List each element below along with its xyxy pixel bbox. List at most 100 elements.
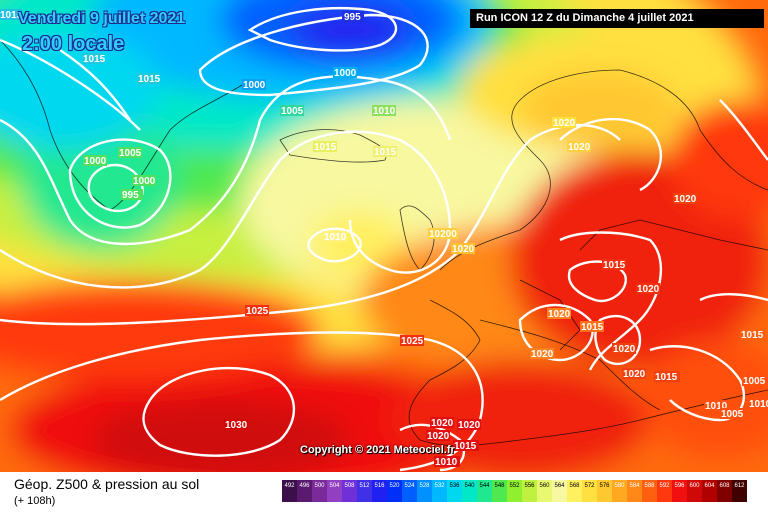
isobar-label: 1010	[373, 106, 396, 117]
legend-panel: Géop. Z500 & pression au sol (+ 108h) 49…	[0, 472, 768, 512]
scale-label: 552	[509, 483, 520, 489]
scale-label: 568	[569, 483, 580, 489]
isobar-label: 1010	[435, 457, 458, 468]
isobar-label: 10200	[429, 229, 457, 240]
isobar-label: 995	[344, 12, 361, 23]
scale-label: 596	[674, 483, 685, 489]
isobar-label: 1000	[84, 156, 107, 167]
weather-map: 995 1015 1015 1015 1000 1000 1005 1010 1…	[0, 0, 768, 472]
isobar-label: 1005	[119, 148, 142, 159]
scale-swatch: 612	[732, 480, 747, 502]
isobar-label: 1005	[743, 376, 766, 387]
scale-label: 572	[584, 483, 595, 489]
scale-label: 612	[734, 483, 745, 489]
isobar-label: 1015	[374, 147, 397, 158]
isobar-label: 1020	[674, 194, 697, 205]
isobar-label: 1005	[721, 409, 744, 420]
isobar-label: 1015	[314, 142, 337, 153]
isobar-label: 1010	[324, 232, 347, 243]
scale-label: 600	[689, 483, 700, 489]
scale-label: 588	[644, 483, 655, 489]
isobar-label: 1025	[401, 336, 424, 347]
scale-label: 556	[524, 483, 535, 489]
isobar-label: 1025	[246, 306, 269, 317]
scale-swatch: 500	[312, 480, 327, 502]
isobar-label: 1020	[613, 344, 636, 355]
isobar-label: 1020	[458, 420, 481, 431]
isobar-label: 1020	[637, 284, 660, 295]
scale-label: 560	[539, 483, 550, 489]
legend-subtitle: (+ 108h)	[14, 495, 56, 507]
scale-label: 520	[389, 483, 400, 489]
scale-swatch: 592	[657, 480, 672, 502]
scale-label: 608	[719, 483, 730, 489]
scale-swatch: 504	[327, 480, 342, 502]
scale-label: 576	[599, 483, 610, 489]
scale-swatch: 600	[687, 480, 702, 502]
scale-label: 592	[659, 483, 670, 489]
scale-swatch: 496	[297, 480, 312, 502]
scale-swatch: 508	[342, 480, 357, 502]
scale-swatch: 532	[432, 480, 447, 502]
model-run-label: Run ICON 12 Z du Dimanche 4 juillet 2021	[470, 9, 764, 28]
isobar-label: 1000	[243, 80, 266, 91]
scale-swatch: 572	[582, 480, 597, 502]
scale-label: 496	[299, 483, 310, 489]
isobar-label: 1015	[0, 10, 23, 21]
isobar-label: 1015	[655, 372, 678, 383]
isobar-label: 1015	[741, 330, 764, 341]
isobar-label: 995	[122, 190, 139, 201]
scale-swatch: 512	[357, 480, 372, 502]
scale-swatch: 576	[597, 480, 612, 502]
scale-label: 516	[374, 483, 385, 489]
scale-swatch: 516	[372, 480, 387, 502]
isobar-label: 1015	[581, 322, 604, 333]
isobar-labels: 995 1015 1015 1015 1000 1000 1005 1010 1…	[0, 9, 768, 468]
isobar-label: 1020	[452, 244, 475, 255]
scale-label: 532	[434, 483, 445, 489]
coastlines	[0, 39, 768, 447]
scale-swatch: 552	[507, 480, 522, 502]
scale-label: 492	[284, 483, 295, 489]
scale-swatch: 608	[717, 480, 732, 502]
isobar-label: 1005	[281, 106, 304, 117]
isobar-label: 1020	[427, 431, 450, 442]
scale-swatch: 524	[402, 480, 417, 502]
isobar-label: 1020	[531, 349, 554, 360]
scale-label: 564	[554, 483, 565, 489]
scale-swatch: 520	[387, 480, 402, 502]
isobar-label: 1010	[705, 401, 728, 412]
scale-swatch: 548	[492, 480, 507, 502]
legend-title: Géop. Z500 & pression au sol	[14, 476, 200, 492]
isobar-label: 1020	[623, 369, 646, 380]
scale-swatch: 596	[672, 480, 687, 502]
isobar-label: 1020	[548, 309, 571, 320]
color-scale: 492 496 500 504 508 512 516 520 524 528 532 536 540 5…	[282, 480, 747, 502]
geopotential-field	[0, 0, 768, 472]
scale-swatch: 560	[537, 480, 552, 502]
isobar-label: 1030	[225, 420, 248, 431]
isobar-label: 1015	[83, 54, 106, 65]
scale-swatch: 584	[627, 480, 642, 502]
scale-label: 580	[614, 483, 625, 489]
scale-label: 508	[344, 483, 355, 489]
scale-swatch: 492	[282, 480, 297, 502]
scale-swatch: 580	[612, 480, 627, 502]
scale-swatch: 568	[567, 480, 582, 502]
scale-label: 604	[704, 483, 715, 489]
isobar-label: 1015	[603, 260, 626, 271]
scale-swatch: 556	[522, 480, 537, 502]
scale-swatch: 588	[642, 480, 657, 502]
scale-label: 536	[449, 483, 460, 489]
scale-swatch: 604	[702, 480, 717, 502]
scale-label: 584	[629, 483, 640, 489]
scale-swatch: 528	[417, 480, 432, 502]
scale-label: 512	[359, 483, 370, 489]
scale-label: 540	[464, 483, 475, 489]
isobar-label: 1015	[454, 441, 477, 452]
scale-swatch: 536	[447, 480, 462, 502]
isobar-label: 1020	[431, 418, 454, 429]
isobar-label: 1010	[749, 399, 768, 410]
forecast-date: Vendredi 9 juillet 2021	[18, 10, 186, 27]
scale-swatch: 540	[462, 480, 477, 502]
